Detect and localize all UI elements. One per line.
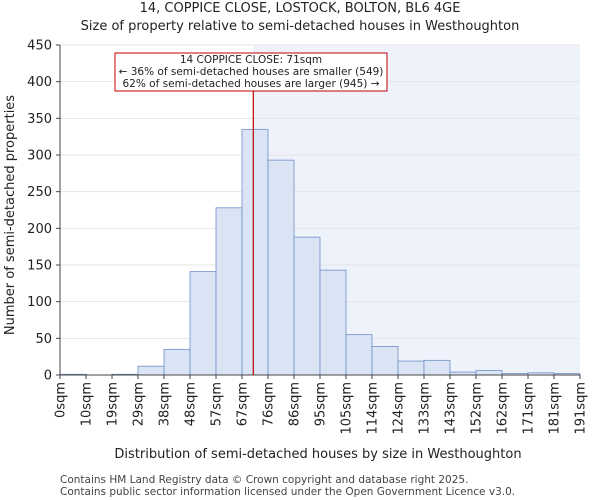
x-tick-label: 48sqm: [184, 382, 199, 426]
x-tick-label: 57sqm: [210, 382, 225, 426]
annotation-line2: ← 36% of semi-detached houses are smalle…: [119, 66, 384, 78]
y-tick-label: 0: [44, 369, 52, 384]
y-tick-label: 350: [27, 112, 52, 127]
x-tick-label: 86sqm: [288, 382, 303, 426]
x-tick-label: 95sqm: [314, 382, 329, 426]
x-tick-label: 10sqm: [80, 382, 95, 426]
bar-48sqm: [189, 271, 217, 376]
bar-95sqm: [319, 269, 347, 376]
x-tick-label: 181sqm: [548, 382, 563, 435]
annotation-line3: 62% of semi-detached houses are larger (…: [123, 78, 380, 90]
x-tick-label: 171sqm: [522, 382, 537, 435]
y-tick-label: 50: [35, 332, 52, 347]
x-tick-label: 114sqm: [366, 382, 381, 435]
x-tick-label: 124sqm: [392, 382, 407, 435]
bar-152sqm: [475, 370, 503, 376]
y-tick-label: 300: [27, 149, 52, 164]
x-tick-label: 67sqm: [236, 382, 251, 426]
footer-line2: Contains public sector information licen…: [60, 486, 515, 498]
bar-38sqm: [163, 348, 191, 376]
x-tick-label: 0sqm: [54, 382, 69, 418]
annotation-frame: [114, 52, 388, 92]
bar-76sqm: [267, 159, 295, 376]
chart-title-line2: Size of property relative to semi-detach…: [81, 19, 520, 34]
x-tick-label: 143sqm: [444, 382, 459, 435]
bar-133sqm: [423, 359, 451, 376]
y-axis-label: Number of semi-detached properties: [3, 95, 18, 335]
bar-124sqm: [397, 360, 425, 376]
y-tick-label: 400: [27, 75, 52, 90]
y-axis-ticks: 0 50 100 150 200 250 300 350 400 450: [27, 39, 60, 384]
x-tick-label: 76sqm: [262, 382, 277, 426]
bars: [59, 128, 581, 376]
bar-57sqm: [215, 207, 243, 376]
annotation-box: 14 COPPICE CLOSE: 71sqm ← 36% of semi-de…: [114, 52, 388, 92]
y-tick-label: 450: [27, 39, 52, 54]
x-tick-label: 29sqm: [132, 382, 147, 426]
x-tick-label: 105sqm: [340, 382, 355, 435]
y-tick-label: 250: [27, 185, 52, 200]
x-tick-label: 38sqm: [158, 382, 173, 426]
y-tick-label: 200: [27, 222, 52, 237]
x-axis-ticks: 0sqm 10sqm 19sqm 29sqm 38sqm 48sqm 57sqm 67sqm 7…: [54, 375, 589, 435]
footer-line1: Contains HM Land Registry data © Crown c…: [60, 474, 468, 486]
x-tick-label: 162sqm: [496, 382, 511, 435]
x-tick-label: 152sqm: [470, 382, 485, 435]
bar-29sqm: [137, 365, 165, 376]
x-tick-label: 19sqm: [106, 382, 121, 426]
bar-114sqm: [371, 345, 399, 376]
x-tick-label: 133sqm: [418, 382, 433, 435]
chart-title-line1: 14, COPPICE CLOSE, LOSTOCK, BOLTON, BL6 …: [140, 1, 461, 16]
y-tick-label: 150: [27, 259, 52, 274]
bar-105sqm: [345, 334, 373, 376]
y-tick-label: 100: [27, 295, 52, 310]
annotation-line1: 14 COPPICE CLOSE: 71sqm: [180, 54, 322, 66]
x-tick-label: 191sqm: [574, 382, 589, 435]
bar-86sqm: [293, 236, 321, 376]
bar-67sqm: [241, 128, 269, 376]
x-axis-label: Distribution of semi-detached houses by …: [114, 447, 521, 462]
